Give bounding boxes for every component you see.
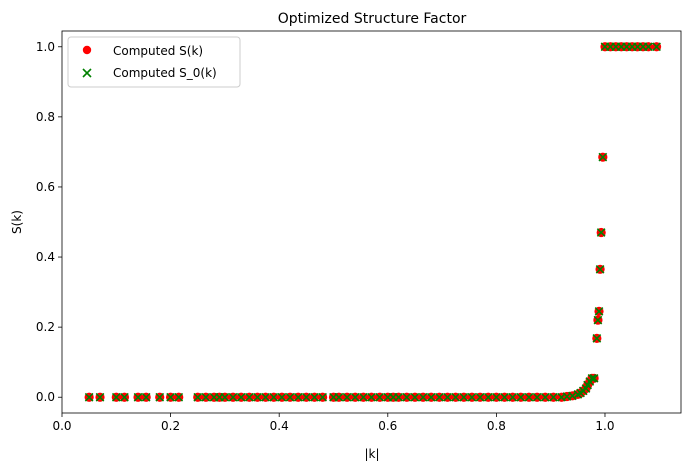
x-tick-label: 1.0	[595, 419, 614, 433]
legend-marker-s	[82, 45, 92, 55]
point-s0	[358, 392, 368, 402]
point-s0	[598, 152, 608, 162]
point-s0	[596, 228, 606, 237]
point-s0	[475, 392, 485, 402]
x-axis: 0.0 0.2 0.4 0.6 0.8 1.0	[52, 413, 615, 433]
point-s0	[261, 392, 270, 402]
point-s0	[334, 392, 344, 402]
x-tick-label: 0.0	[52, 419, 71, 433]
point-s0	[111, 392, 121, 402]
legend-box	[67, 36, 241, 88]
y-tick-label: 0.0	[36, 390, 55, 404]
point-s0	[285, 392, 295, 402]
point-s0	[594, 307, 604, 316]
y-tick-label: 0.2	[36, 320, 55, 334]
point-s0	[459, 392, 469, 402]
point-s0	[84, 392, 94, 402]
point-s0	[193, 392, 203, 402]
y-tick-label: 0.6	[36, 180, 55, 194]
point-s0	[589, 373, 599, 383]
point-s0	[301, 392, 311, 402]
point-s0	[394, 392, 404, 402]
point-s0	[277, 392, 287, 402]
point-s0	[644, 42, 653, 52]
point-s0	[508, 392, 518, 402]
point-s0	[95, 392, 105, 402]
chart-title: Optimized Structure Factor	[278, 11, 467, 27]
point-s0	[540, 392, 550, 402]
point-s0	[516, 392, 526, 402]
x-tick-label: 0.8	[487, 419, 506, 433]
point-s0	[524, 392, 534, 402]
point-s0	[269, 392, 279, 402]
point-s0	[402, 392, 412, 402]
point-s0	[228, 392, 238, 402]
y-tick-label: 0.4	[36, 250, 55, 264]
legend: Computed S(k) Computed S_0(k)	[67, 36, 241, 88]
point-s0	[595, 264, 605, 274]
point-s0	[592, 333, 602, 343]
point-s0	[410, 392, 420, 402]
point-s0	[133, 392, 143, 402]
point-s0	[155, 392, 165, 402]
plot-frame	[61, 30, 682, 414]
point-s0	[367, 392, 376, 402]
legend-label-s0: Computed S_0(k)	[113, 66, 217, 80]
point-s0	[318, 392, 327, 402]
point-s0	[451, 392, 461, 402]
point-s0	[342, 392, 352, 402]
point-s0	[549, 392, 558, 402]
y-tick-label: 1.0	[36, 40, 55, 54]
point-s0	[244, 392, 254, 402]
point-s0	[350, 392, 360, 402]
point-s0	[293, 392, 303, 402]
legend-label-s: Computed S(k)	[113, 44, 203, 58]
point-s0	[435, 392, 444, 402]
point-s0	[483, 392, 493, 402]
point-s0	[443, 392, 452, 402]
point-s0	[652, 42, 661, 52]
point-s0	[220, 392, 230, 402]
point-s0	[532, 392, 542, 402]
point-s0	[174, 392, 184, 402]
x-tick-label: 0.6	[378, 419, 397, 433]
point-s0	[201, 392, 211, 402]
point-s0	[467, 392, 477, 402]
plot-area	[84, 42, 662, 402]
point-s0	[236, 392, 246, 402]
point-s0	[500, 392, 509, 402]
point-s0	[120, 392, 129, 402]
x-axis-label: |k|	[364, 447, 379, 461]
x-tick-label: 0.2	[161, 419, 180, 433]
point-s0	[418, 392, 428, 402]
y-axis-label: S(k)	[10, 210, 24, 234]
point-s0	[587, 373, 597, 383]
point-s0	[310, 392, 319, 402]
point-s0	[492, 392, 501, 402]
point-s0	[593, 315, 603, 325]
x-tick-label: 0.4	[270, 419, 289, 433]
point-s0	[166, 392, 175, 402]
point-s0	[141, 392, 151, 402]
point-s0	[375, 392, 385, 402]
point-s0	[253, 392, 262, 402]
legend-marker-s0	[82, 68, 92, 78]
point-s0	[426, 392, 436, 402]
y-axis: 0.0 0.2 0.4 0.6 0.8 1.0	[36, 40, 62, 404]
y-tick-label: 0.8	[36, 110, 55, 124]
